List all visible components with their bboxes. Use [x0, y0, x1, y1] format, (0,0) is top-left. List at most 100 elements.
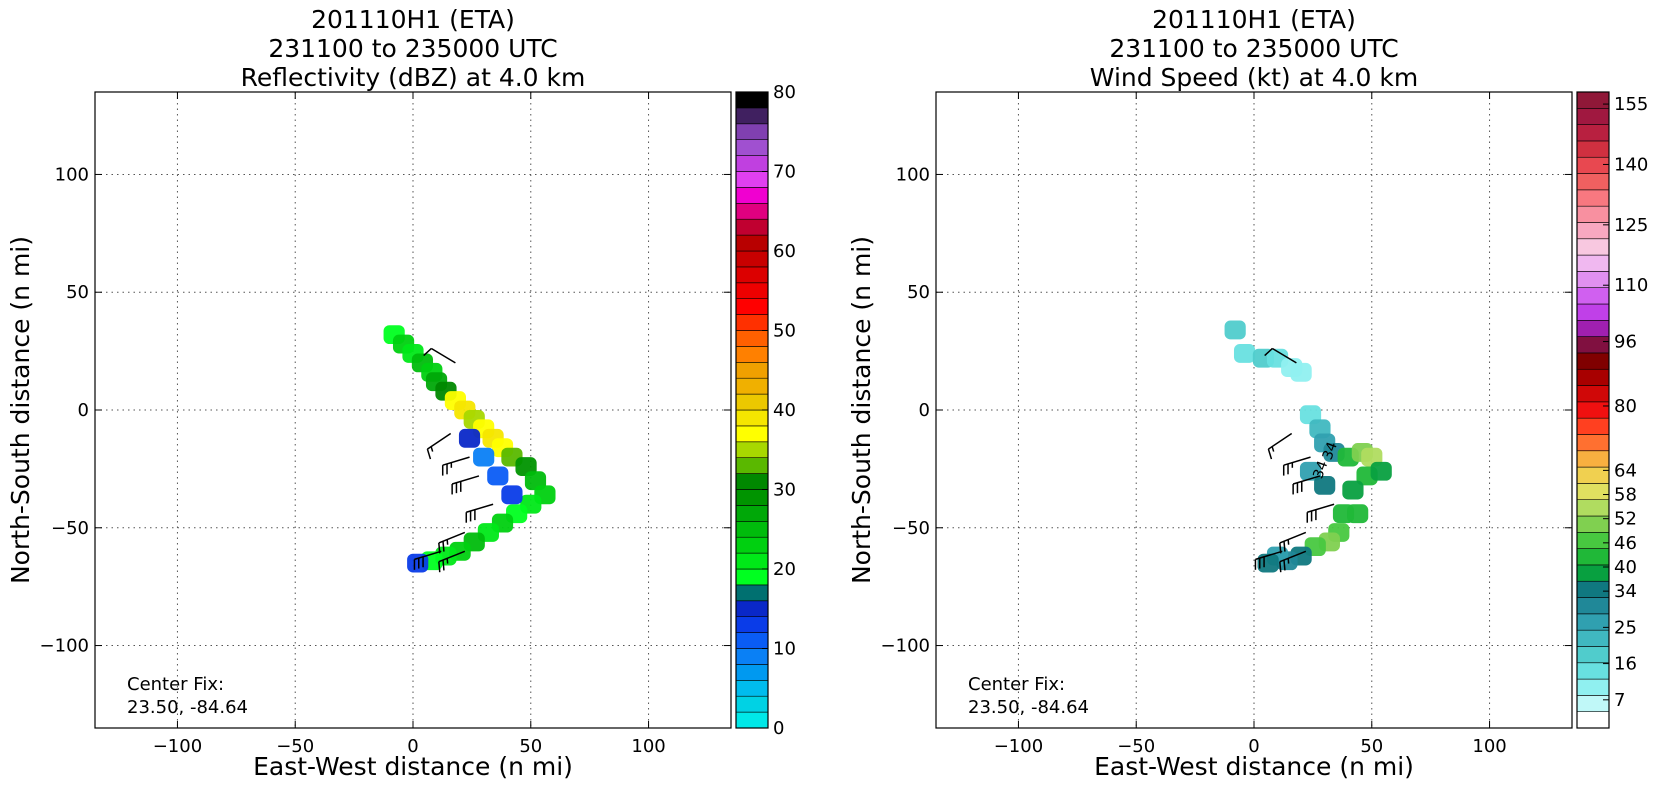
x-tick-label: 0: [1248, 736, 1259, 757]
colorbar-tick-label: 46: [1614, 533, 1637, 554]
colorbar-segment: [735, 203, 769, 220]
colorbar-segment: [735, 425, 769, 443]
colorbar-tick-label: 125: [1614, 215, 1648, 236]
colorbar-segment: [735, 218, 769, 236]
colorbar-segment: [1576, 695, 1610, 712]
barb-staff: [1267, 432, 1293, 450]
field-cell: [1370, 461, 1392, 481]
colorbar-segment: [1576, 597, 1610, 615]
colorbar-segment: [1576, 254, 1610, 272]
center-fix-line-1: Center Fix:: [968, 674, 1065, 695]
barb-feather: [423, 347, 432, 357]
y-tick-label: 0: [78, 400, 89, 421]
colorbar-tick-label: 30: [773, 480, 796, 501]
barb-staff: [451, 475, 480, 485]
x-tick-label: −50: [1117, 736, 1155, 757]
colorbar-segment: [735, 616, 769, 633]
colorbar-segment: [735, 393, 769, 411]
panel-1: 201110H1 (ETA)231100 to 235000 UTCReflec…: [6, 5, 796, 781]
x-axis-label: East-West distance (n mi): [1094, 752, 1414, 781]
colorbar-segment: [1576, 368, 1610, 386]
colorbar-segment: [735, 330, 769, 347]
x-tick-label: −50: [276, 736, 314, 757]
colorbar-segment: [735, 695, 769, 713]
storm-field: [1224, 320, 1392, 573]
chart-title-line-1: 201110H1 (ETA): [311, 5, 515, 34]
colorbar-tick-label: 7: [1614, 690, 1625, 711]
colorbar-tick-label: 34: [1614, 581, 1637, 602]
wind-barbs: [413, 347, 494, 573]
contour-label: 34: [1310, 459, 1331, 481]
barb-half-feather: [1271, 446, 1275, 452]
y-tick-label: 50: [66, 282, 89, 303]
colorbar-tick-label: 155: [1614, 94, 1648, 115]
colorbar-tick-label: 40: [773, 400, 796, 421]
colorbar-segment: [735, 441, 769, 458]
colorbar-segment: [1576, 548, 1610, 566]
field-cell: [1347, 504, 1369, 524]
barb-staff: [1283, 456, 1311, 466]
barb-feather: [442, 541, 445, 552]
barb-feather: [1283, 559, 1286, 571]
field-cell: [1257, 553, 1279, 573]
chart-title-line-1: 201110H1 (ETA): [1152, 5, 1356, 34]
field-cell: [473, 447, 495, 467]
chart-title-line-3: Wind Speed (kt) at 4.0 km: [1090, 63, 1418, 92]
colorbar-tick-label: 20: [773, 559, 796, 580]
colorbar-segment: [1576, 91, 1610, 109]
colorbar-segment: [735, 632, 769, 649]
colorbar-segment: [1576, 678, 1610, 696]
barb-half-feather: [430, 446, 434, 452]
barb-feather: [438, 561, 441, 573]
colorbar-segment: [1576, 303, 1610, 321]
colorbar-segment: [1576, 532, 1610, 549]
barb-staff: [1255, 550, 1283, 561]
y-tick-label: 100: [55, 164, 89, 185]
colorbar-tick-label: 10: [773, 639, 796, 660]
center-fix-line-2: 23.50, -84.64: [968, 697, 1089, 718]
field-cell: [501, 485, 523, 505]
colorbar-segment: [735, 600, 769, 617]
colorbar-segment: [1576, 124, 1610, 142]
colorbar-tick-label: 60: [773, 241, 796, 262]
colorbar-segment: [735, 298, 769, 315]
barb-staff: [442, 456, 470, 466]
colorbar-segment: [735, 282, 769, 299]
colorbar-tick-label: 58: [1614, 485, 1637, 506]
y-tick-label: −50: [51, 518, 89, 539]
barb-staff: [426, 432, 452, 450]
colorbar-segment: [735, 123, 769, 141]
colorbar-segment: [735, 520, 769, 538]
colorbar-tick-label: 64: [1614, 460, 1637, 481]
colorbar-segment: [735, 266, 769, 284]
x-tick-label: 100: [1472, 736, 1506, 757]
colorbar-segment: [735, 250, 769, 268]
colorbar-tick-label: 110: [1614, 275, 1648, 296]
colorbar-tick-label: 80: [773, 82, 796, 103]
field-cell: [1233, 344, 1256, 363]
colorbar-segment: [1576, 108, 1610, 125]
x-tick-label: −100: [994, 736, 1043, 757]
colorbar-segment: [735, 155, 769, 172]
x-tick-label: 100: [631, 736, 665, 757]
colorbar-segment: [1576, 499, 1610, 517]
barb-feather: [1279, 561, 1282, 573]
y-tick-label: 50: [907, 282, 930, 303]
colorbar-segment: [1576, 401, 1610, 419]
plot-area: [95, 92, 731, 728]
x-tick-label: 50: [1360, 736, 1383, 757]
chart-title-line-2: 231100 to 235000 UTC: [268, 34, 557, 63]
colorbar-segment: [735, 346, 769, 363]
colorbar-segment: [735, 648, 769, 665]
colorbar-segment: [1576, 189, 1610, 207]
colorbar-segment: [735, 473, 769, 490]
colorbar-frame: [1576, 91, 1610, 729]
y-tick-label: 100: [896, 164, 930, 185]
field-cell: [487, 466, 509, 486]
colorbar-segment: [1576, 205, 1610, 223]
barb-staff: [438, 531, 466, 544]
barb-staff: [414, 550, 442, 561]
colorbar-segment: [735, 361, 769, 379]
colorbar-segment: [735, 187, 769, 204]
